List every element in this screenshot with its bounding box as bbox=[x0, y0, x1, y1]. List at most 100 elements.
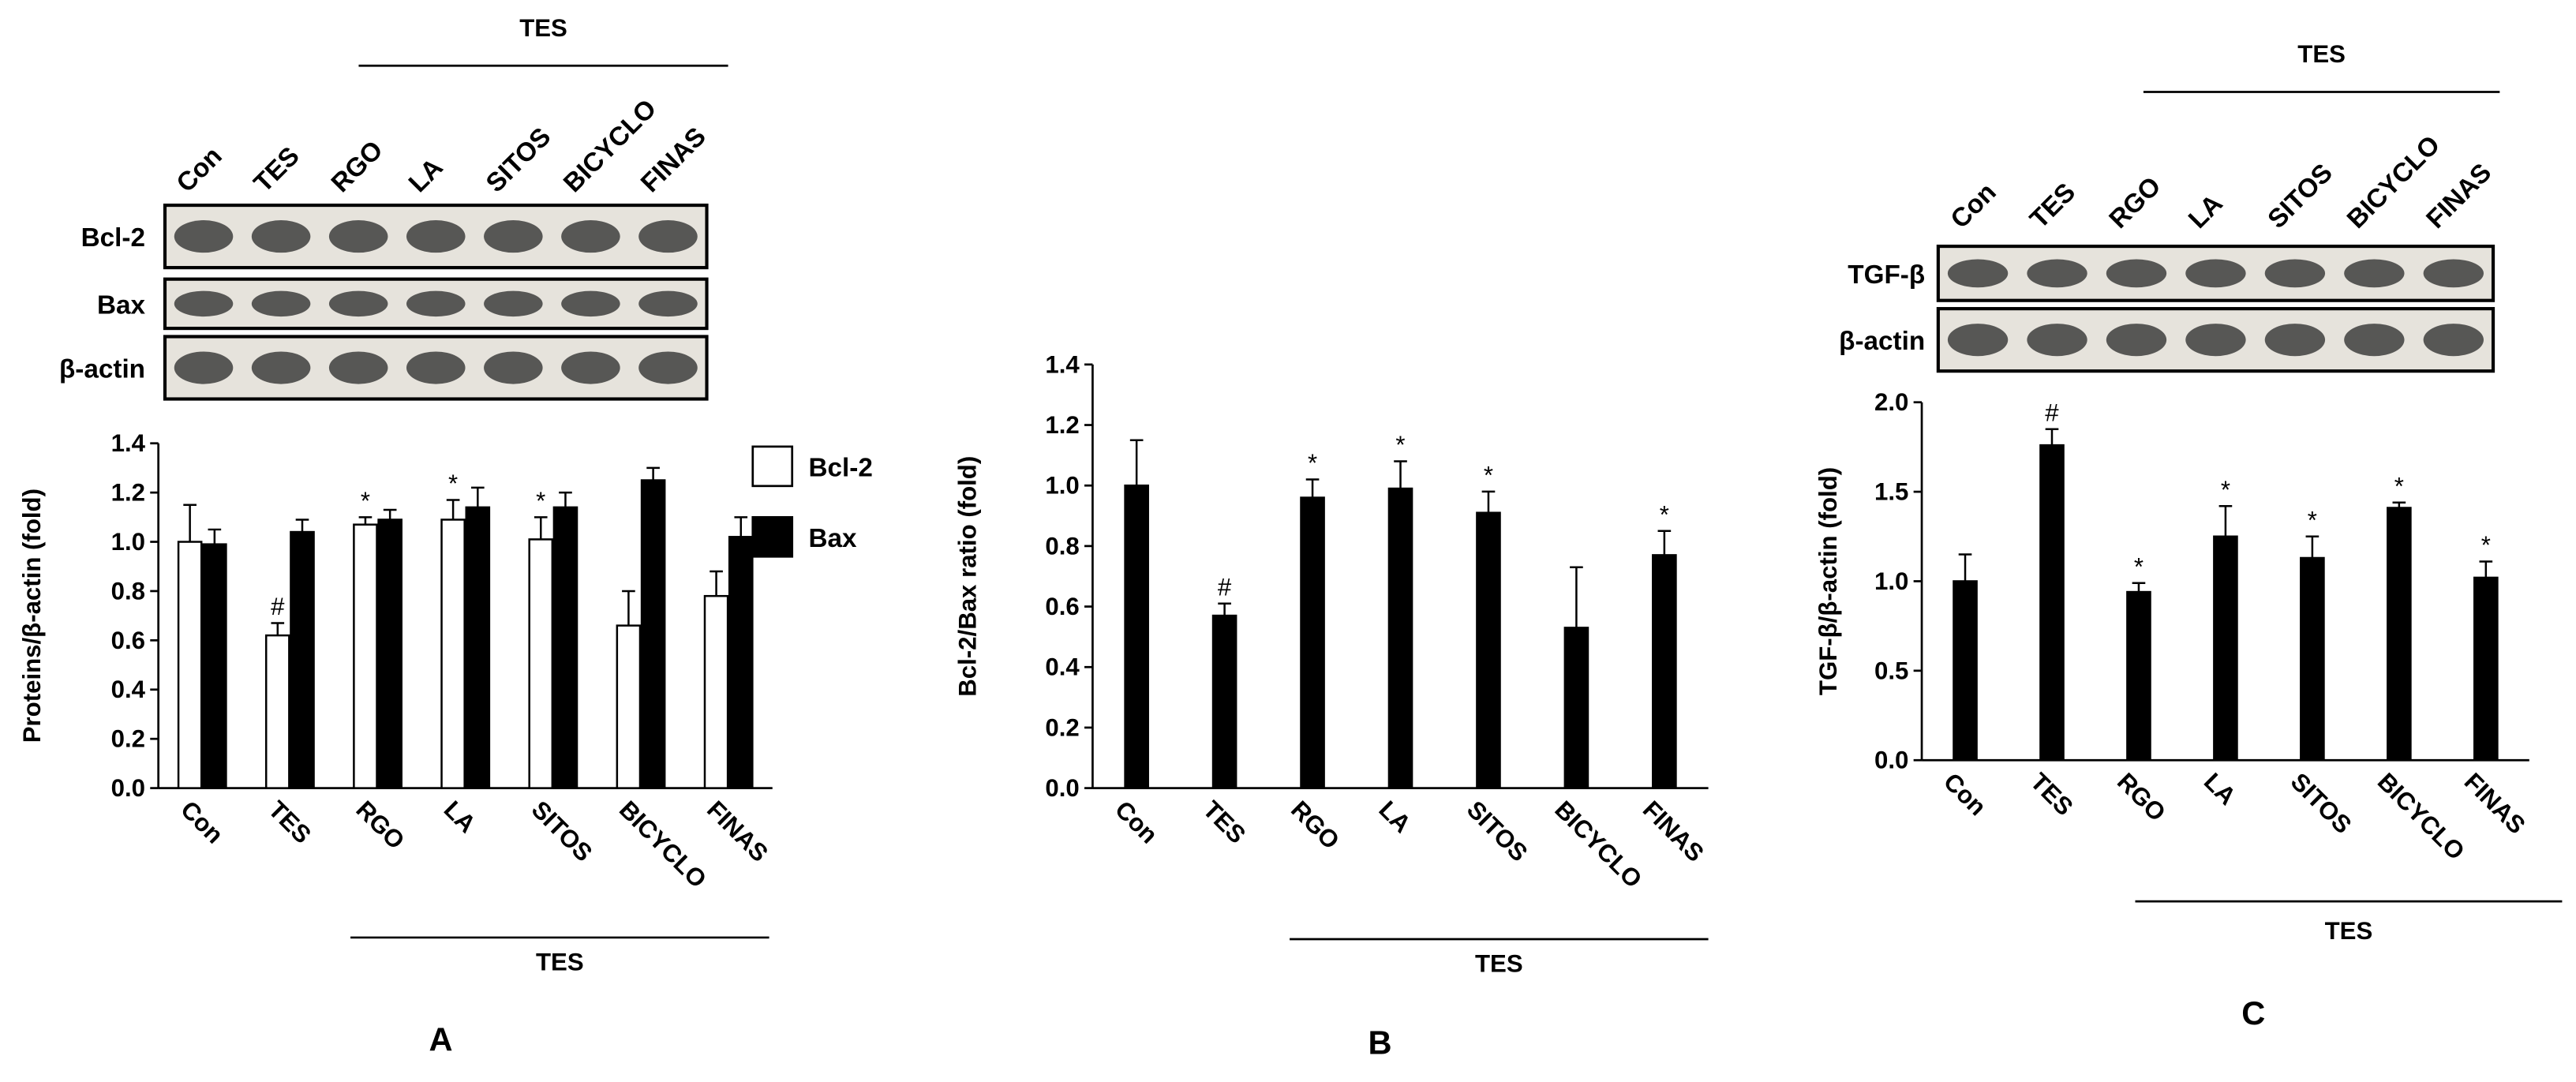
error-bar bbox=[271, 622, 285, 636]
blot-band bbox=[1947, 324, 2009, 357]
bar bbox=[552, 506, 578, 789]
error-bar bbox=[622, 590, 635, 626]
x-tick-label: SITOS bbox=[2286, 768, 2357, 840]
error-bar bbox=[2392, 501, 2406, 508]
blot-band bbox=[638, 290, 698, 317]
x-tick-label: FINAS bbox=[702, 796, 773, 867]
blot-band bbox=[638, 351, 698, 384]
blot-band bbox=[2106, 259, 2167, 288]
blot-row-label: Bcl-2 bbox=[81, 223, 145, 253]
bar bbox=[290, 530, 315, 789]
bar bbox=[2213, 535, 2238, 762]
y-tick-label: 0.8 bbox=[111, 577, 145, 605]
error-bar bbox=[183, 504, 197, 542]
bar bbox=[528, 538, 554, 789]
annotation: * bbox=[2308, 506, 2317, 534]
x-tick-label: Con bbox=[1110, 796, 1163, 849]
bar bbox=[703, 594, 729, 789]
y-tick-label: 1.0 bbox=[111, 528, 145, 556]
group-label: TES bbox=[1475, 950, 1523, 978]
y-tick-label: 0.0 bbox=[111, 774, 145, 802]
lane-label: TES bbox=[2024, 178, 2081, 234]
x-tick-label: Con bbox=[175, 796, 229, 849]
panel-label: A bbox=[429, 1020, 452, 1058]
x-tick-label: FINAS bbox=[1638, 796, 1709, 867]
bar bbox=[2387, 507, 2412, 762]
blot-band bbox=[2423, 259, 2484, 288]
error-bar bbox=[1958, 553, 1972, 582]
x-tick-label: BICYCLO bbox=[614, 796, 712, 893]
error-bar bbox=[1657, 530, 1672, 556]
blot-band bbox=[174, 290, 234, 317]
error-bar bbox=[383, 508, 397, 520]
blot-band bbox=[2027, 259, 2087, 288]
blot-band bbox=[251, 351, 311, 384]
y-tick-label: 0.0 bbox=[1045, 774, 1079, 802]
blot-band bbox=[1947, 259, 2009, 288]
y-axis-label: Bcl-2/Bax ratio (fold) bbox=[954, 456, 982, 697]
blot-band bbox=[2185, 324, 2246, 357]
error-bar bbox=[208, 528, 222, 545]
bar bbox=[1652, 554, 1677, 789]
x-tick-label: LA bbox=[2199, 768, 2241, 811]
bar bbox=[1953, 580, 1978, 762]
blot-band bbox=[174, 220, 234, 253]
bar bbox=[1300, 496, 1325, 789]
blot-group-label: TES bbox=[519, 14, 567, 42]
bar bbox=[2126, 590, 2151, 762]
x-tick-label: SITOS bbox=[526, 796, 598, 867]
x-tick-label: LA bbox=[1373, 796, 1416, 838]
error-bar bbox=[2479, 560, 2493, 578]
y-tick-label: 1.2 bbox=[111, 479, 145, 507]
group-label: TES bbox=[536, 949, 584, 976]
blot-band bbox=[561, 290, 620, 317]
blot-band bbox=[328, 351, 388, 384]
y-tick-label: 2.0 bbox=[1874, 388, 1908, 416]
y-tick-label: 0.4 bbox=[111, 676, 146, 703]
y-tick-label: 0.5 bbox=[1874, 657, 1908, 684]
blot-band bbox=[174, 351, 234, 384]
annotation: * bbox=[536, 487, 545, 515]
legend-swatch bbox=[751, 515, 794, 558]
legend-swatch bbox=[751, 445, 794, 488]
blot-row-label: β-actin bbox=[1839, 327, 1925, 356]
error-bar bbox=[1394, 460, 1407, 489]
lane-label: LA bbox=[403, 153, 449, 199]
error-bar bbox=[470, 486, 485, 507]
blot-band bbox=[484, 290, 543, 317]
blot-band bbox=[484, 351, 543, 384]
lane-label: Con bbox=[171, 141, 228, 198]
annotation: * bbox=[1484, 461, 1493, 489]
lane-label: LA bbox=[2183, 189, 2229, 234]
lane-label: FINAS bbox=[635, 122, 712, 198]
annotation: # bbox=[271, 593, 285, 620]
bar bbox=[1476, 511, 1501, 789]
error-bar bbox=[1481, 490, 1496, 513]
y-tick-label: 0.6 bbox=[111, 627, 145, 654]
x-tick-label: RGO bbox=[350, 796, 410, 855]
blot-band bbox=[2264, 324, 2326, 357]
lane-label: SITOS bbox=[2263, 159, 2338, 234]
annotation: # bbox=[1218, 573, 1232, 601]
blot-band bbox=[328, 290, 388, 317]
blot-band bbox=[2185, 259, 2246, 288]
bar bbox=[2473, 576, 2499, 762]
bar bbox=[1387, 487, 1413, 789]
group-label: TES bbox=[2325, 917, 2373, 945]
annotation: * bbox=[2134, 552, 2144, 580]
blot-row-label: Bax bbox=[97, 290, 146, 320]
bar bbox=[377, 519, 402, 789]
bar bbox=[2039, 444, 2065, 762]
x-tick-label: TES bbox=[263, 796, 316, 849]
x-tick-label: SITOS bbox=[1462, 796, 1533, 867]
lane-label: FINAS bbox=[2421, 158, 2497, 234]
legend-label: Bax bbox=[809, 524, 858, 553]
error-bar bbox=[1305, 478, 1320, 498]
bar bbox=[1211, 614, 1237, 789]
error-bar bbox=[1570, 566, 1583, 628]
y-tick-label: 1.0 bbox=[1045, 472, 1079, 500]
lane-label: Con bbox=[1945, 178, 2002, 234]
x-tick-label: BICYCLO bbox=[2372, 768, 2470, 866]
y-tick-label: 1.4 bbox=[1045, 350, 1080, 378]
